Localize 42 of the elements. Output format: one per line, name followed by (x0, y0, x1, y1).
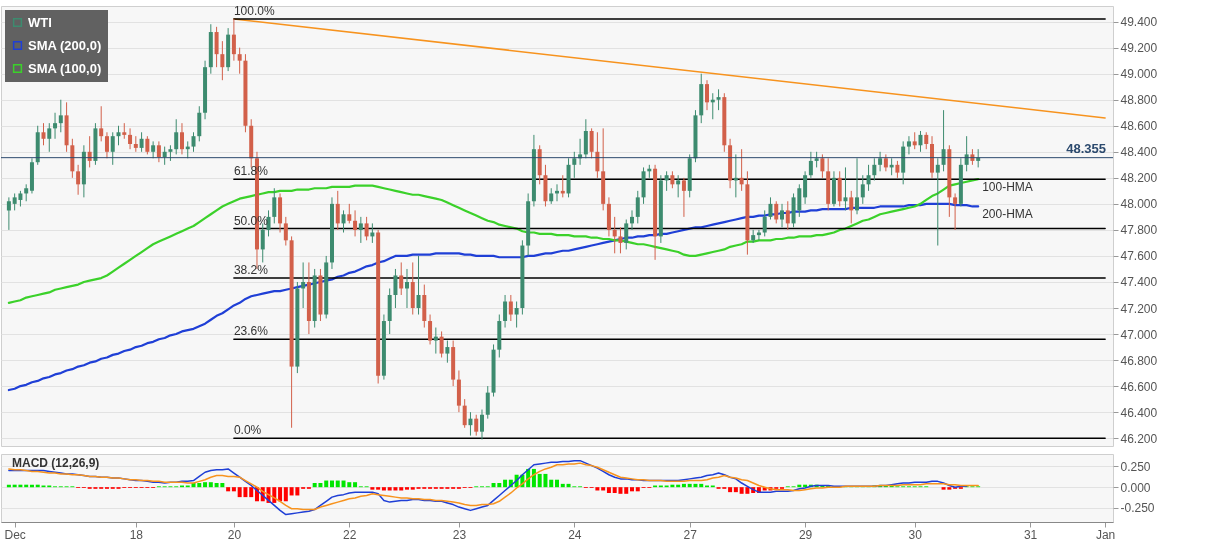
legend-label: SMA (200,0) (28, 37, 102, 53)
annotation: 200-HMA (982, 207, 1033, 222)
y-tick-label: 46.600 (1120, 379, 1158, 394)
y-tick-label: 47.000 (1120, 327, 1158, 342)
x-tick-label: Jan (1095, 527, 1116, 542)
x-tick-label: 22 (343, 527, 357, 542)
annotation: 100-HMA (982, 180, 1033, 195)
x-tick-label: 24 (568, 527, 582, 542)
x-tick-label: 18 (129, 527, 144, 542)
x-tick-label: 29 (798, 527, 813, 542)
y-tick-label: -0.250 (1120, 501, 1155, 516)
legend-label: WTI (28, 14, 52, 30)
y-tick-label: 0.000 (1120, 480, 1151, 495)
annotation: 0.0% (233, 423, 262, 438)
y-tick-label: 49.400 (1120, 15, 1158, 30)
y-tick-label: 46.400 (1120, 405, 1158, 420)
y-tick-label: 48.800 (1120, 93, 1158, 108)
y-tick-label: 48.000 (1120, 197, 1158, 212)
y-tick-label: 47.200 (1120, 301, 1158, 316)
x-tick-label: 20 (227, 527, 242, 542)
ref-line-label: 48.355 (1066, 140, 1106, 156)
x-tick-label: 31 (1023, 527, 1038, 542)
y-tick-label: 48.200 (1120, 171, 1158, 186)
y-tick-label: 47.800 (1120, 223, 1158, 238)
y-tick-label: 46.200 (1120, 431, 1158, 446)
x-tick-label: Dec (4, 527, 26, 542)
chart-title: MACD (12,26,9) (12, 456, 100, 470)
y-tick-label: 48.600 (1120, 119, 1158, 134)
y-tick-label: 49.000 (1120, 67, 1158, 82)
y-tick-label: 48.400 (1120, 145, 1158, 160)
x-tick-label: 23 (452, 527, 467, 542)
y-tick-label: 47.600 (1120, 249, 1158, 264)
annotation: 23.6% (233, 324, 269, 339)
x-tick-label: 30 (908, 527, 923, 542)
annotation: 38.2% (233, 263, 269, 278)
y-tick-label: 49.200 (1120, 41, 1158, 56)
legend-label: SMA (100,0) (28, 60, 102, 76)
y-tick-label: 47.400 (1120, 275, 1158, 290)
annotation: 100.0% (233, 4, 275, 19)
y-tick-label: 0.250 (1120, 459, 1151, 474)
x-tick-label: 27 (683, 527, 698, 542)
y-tick-label: 46.800 (1120, 353, 1158, 368)
